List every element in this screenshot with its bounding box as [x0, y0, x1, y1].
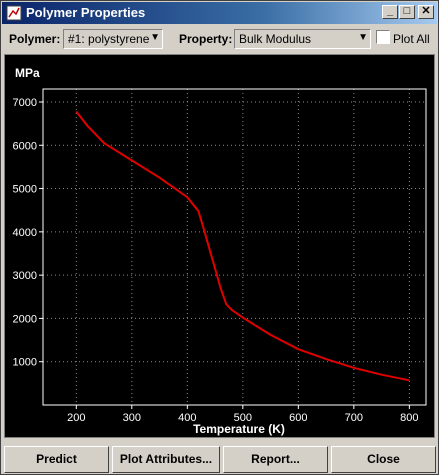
x-axis-label: Temperature (K) [193, 422, 285, 436]
bulk-modulus-chart: 200 300 400 500 600 700 800 1000 2000 3000 4000 500… [13, 66, 427, 436]
x-tick-label: 200 [67, 412, 85, 424]
y-tick-label: 6000 [13, 140, 37, 152]
report-button[interactable]: Report... [223, 446, 328, 473]
x-tick-label: 700 [345, 412, 363, 424]
toolbar: Polymer: #1: polystyrene ▼ Property: Bul… [2, 25, 437, 53]
app-icon [6, 5, 22, 21]
polymer-select[interactable]: #1: polystyrene ▼ [63, 29, 163, 49]
x-tick-label: 300 [123, 412, 141, 424]
y-tick-label: 5000 [13, 184, 37, 196]
plot-all-checkbox[interactable] [376, 30, 390, 44]
axis-ticks: 200 300 400 500 600 700 800 1000 2000 3000 4000 500… [13, 97, 419, 424]
close-button[interactable]: Close [331, 446, 436, 473]
polymer-label: Polymer: [9, 32, 61, 46]
grid-lines [43, 89, 426, 405]
y-tick-label: 2000 [13, 313, 37, 325]
property-select-value: Bulk Modulus [239, 32, 312, 46]
y-tick-label: 3000 [13, 270, 37, 282]
maximize-button[interactable]: □ [399, 5, 415, 19]
predict-button[interactable]: Predict [4, 446, 109, 473]
x-tick-label: 500 [234, 412, 252, 424]
chevron-down-icon: ▼ [150, 32, 160, 43]
y-tick-label: 1000 [13, 357, 37, 369]
button-bar: Predict Plot Attributes... Report... Clo… [2, 444, 438, 475]
x-tick-label: 800 [400, 412, 418, 424]
title-bar[interactable]: Polymer Properties _ □ ✕ [2, 2, 437, 24]
plot-all-label[interactable]: Plot All [393, 32, 430, 46]
x-tick-label: 400 [178, 412, 196, 424]
property-label: Property: [179, 32, 233, 46]
plot-area: 200 300 400 500 600 700 800 1000 2000 3000 4000 500… [4, 54, 435, 438]
y-tick-label: 4000 [13, 227, 37, 239]
plot-frame [42, 88, 427, 406]
polymer-select-value: #1: polystyrene [68, 32, 150, 46]
series-line [75, 110, 410, 382]
x-tick-label: 600 [289, 412, 307, 424]
window-title: Polymer Properties [26, 5, 146, 20]
y-tick-label: 7000 [13, 97, 37, 109]
plot-attributes-button[interactable]: Plot Attributes... [112, 446, 220, 473]
y-axis-label: MPa [15, 66, 40, 80]
close-window-button[interactable]: ✕ [418, 5, 434, 19]
minimize-button[interactable]: _ [382, 5, 398, 19]
property-select[interactable]: Bulk Modulus ▼ [234, 29, 371, 49]
chevron-down-icon: ▼ [358, 32, 368, 43]
